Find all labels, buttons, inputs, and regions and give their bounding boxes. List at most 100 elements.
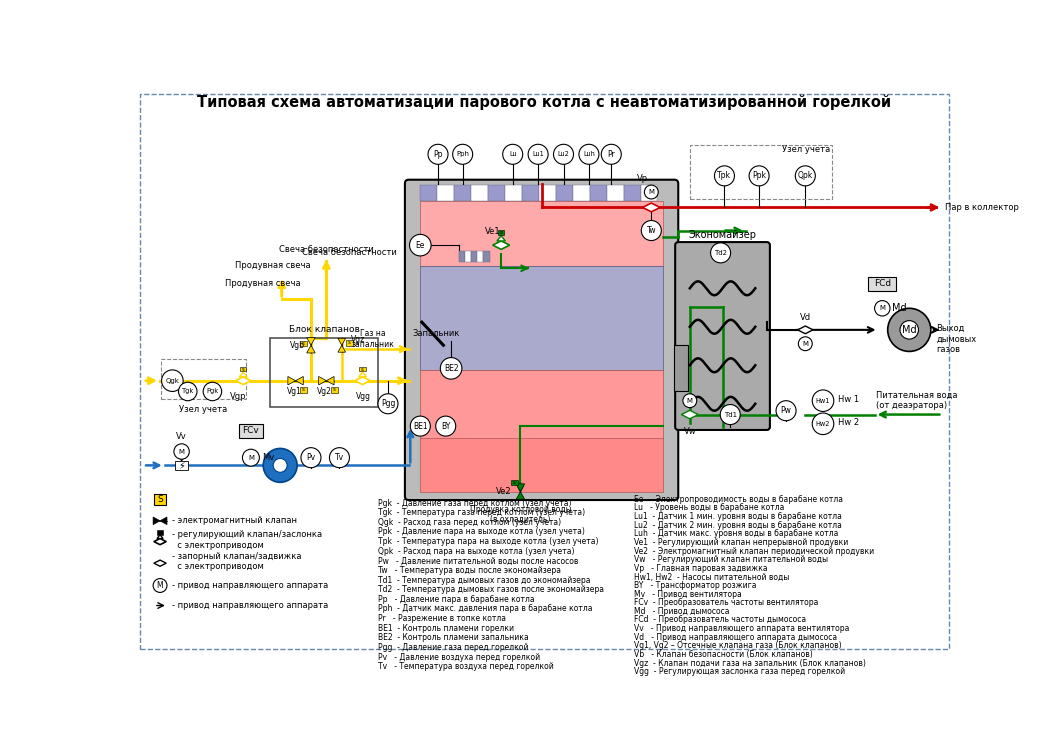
- Text: FCd: FCd: [874, 279, 891, 288]
- Bar: [240, 367, 246, 371]
- Circle shape: [528, 145, 548, 164]
- Text: - регулирующий клапан/заслонка
  с электроприводом: - регулирующий клапан/заслонка с электро…: [172, 531, 323, 550]
- Bar: [869, 277, 896, 291]
- Text: FCd  - Преобразователь частоты дымососа: FCd - Преобразователь частоты дымососа: [634, 616, 806, 625]
- Bar: [270, 338, 378, 407]
- Text: Пар в коллектор: Пар в коллектор: [945, 203, 1020, 212]
- Polygon shape: [160, 517, 167, 525]
- Circle shape: [812, 413, 834, 435]
- Bar: [359, 367, 365, 371]
- Bar: [640, 185, 657, 200]
- Circle shape: [174, 444, 189, 459]
- Bar: [421, 185, 438, 200]
- Text: Vv: Vv: [176, 432, 187, 440]
- Text: Vgg  - Регулирующая заслонка газа перед горелкой: Vgg - Регулирующая заслонка газа перед г…: [634, 667, 845, 676]
- Polygon shape: [682, 410, 699, 419]
- Text: BE2  - Контроль пламени запальника: BE2 - Контроль пламени запальника: [378, 633, 529, 642]
- Text: Qgk  - Расход газа перед котлом (узел учета): Qgk - Расход газа перед котлом (узел уче…: [378, 518, 561, 527]
- Text: Ee: Ee: [415, 241, 425, 250]
- Polygon shape: [288, 377, 295, 385]
- Text: Vgz: Vgz: [352, 335, 365, 344]
- Text: Pr   - Разрежение в топке котла: Pr - Разрежение в топке котла: [378, 614, 506, 623]
- Circle shape: [715, 166, 735, 186]
- Circle shape: [161, 370, 183, 391]
- Text: Ve1  - Регулирующий клапан непрерывной продувки: Ve1 - Регулирующий клапан непрерывной пр…: [634, 538, 849, 547]
- Text: Lu1  - Датчик 1 мин. уровня воды в барабане котла: Lu1 - Датчик 1 мин. уровня воды в бараба…: [634, 512, 842, 521]
- Text: Питательная вода
(от деаэратора): Питательная вода (от деаэратора): [876, 391, 958, 410]
- Text: Vg2: Vg2: [318, 387, 332, 396]
- Text: Продувная свеча: Продувная свеча: [235, 261, 310, 270]
- Polygon shape: [326, 377, 335, 385]
- Circle shape: [683, 393, 697, 407]
- Text: Pw   - Давление питательной воды после насосов: Pw - Давление питательной воды после нас…: [378, 556, 579, 565]
- Bar: [438, 185, 455, 200]
- Text: Lu1: Lu1: [532, 151, 544, 157]
- Polygon shape: [157, 535, 164, 539]
- Text: Tpk  - Температура пара на выходе котла (узел учета): Tpk - Температура пара на выходе котла (…: [378, 537, 599, 546]
- Text: Pr: Pr: [607, 150, 615, 159]
- Text: - привод направляющего аппарата: - привод направляющего аппарата: [172, 581, 328, 590]
- Circle shape: [749, 166, 769, 186]
- Polygon shape: [643, 203, 660, 211]
- Text: Vw: Vw: [684, 427, 696, 436]
- Bar: [421, 370, 663, 439]
- Polygon shape: [319, 377, 326, 385]
- Polygon shape: [307, 345, 315, 353]
- Circle shape: [875, 301, 890, 316]
- Bar: [459, 251, 465, 262]
- Text: Md   - Привод дымососа: Md - Привод дымососа: [634, 607, 730, 616]
- Text: Vd: Vd: [800, 313, 811, 322]
- Bar: [623, 185, 640, 200]
- Circle shape: [601, 145, 621, 164]
- Circle shape: [263, 448, 297, 482]
- Text: BE1  - Контроль пламени горелки: BE1 - Контроль пламени горелки: [378, 624, 514, 633]
- Text: M: M: [802, 341, 808, 346]
- Circle shape: [799, 337, 812, 351]
- Text: Lu2  - Датчик 2 мин. уровня воды в барабане котла: Lu2 - Датчик 2 мин. уровня воды в бараба…: [634, 520, 842, 530]
- Text: Vgp: Vgp: [230, 391, 246, 401]
- Bar: [154, 494, 167, 505]
- Text: s: s: [513, 480, 516, 485]
- Text: M: M: [247, 454, 254, 461]
- Text: Tpk: Tpk: [718, 171, 732, 181]
- Text: Hw1, Hw2  - Насосы питательной воды: Hw1, Hw2 - Насосы питательной воды: [634, 573, 790, 581]
- Circle shape: [273, 459, 287, 472]
- Text: Td1: Td1: [723, 412, 737, 418]
- Text: Узел учета: Узел учета: [179, 404, 227, 413]
- Circle shape: [900, 321, 919, 339]
- Polygon shape: [359, 372, 366, 377]
- Bar: [589, 185, 606, 200]
- Text: M: M: [879, 305, 886, 311]
- Text: Выход
дымовых
газов: Выход дымовых газов: [937, 324, 976, 354]
- Text: BE1: BE1: [413, 421, 428, 431]
- Circle shape: [795, 166, 816, 186]
- Polygon shape: [338, 338, 345, 345]
- Polygon shape: [153, 517, 160, 525]
- Circle shape: [641, 220, 662, 241]
- Text: Ve1: Ve1: [485, 227, 500, 236]
- Bar: [511, 479, 517, 485]
- Text: M: M: [178, 448, 185, 454]
- Circle shape: [710, 243, 731, 263]
- Text: Свеча безопастности: Свеча безопастности: [302, 248, 397, 258]
- Circle shape: [301, 448, 321, 468]
- Circle shape: [410, 416, 430, 436]
- Text: - электромагнитный клапан: - электромагнитный клапан: [172, 516, 297, 526]
- Text: Ee   - Электропроводимость воды в барабане котла: Ee - Электропроводимость воды в барабане…: [634, 495, 843, 504]
- Text: Ve2  - Электромагнитный клапан периодической продувки: Ve2 - Электромагнитный клапан периодичес…: [634, 547, 874, 556]
- FancyBboxPatch shape: [675, 242, 770, 430]
- Text: ⚡: ⚡: [178, 460, 185, 470]
- Text: Pgg  - Давление газа перед горелкой: Pgg - Давление газа перед горелкой: [378, 643, 529, 652]
- Text: Ppk: Ppk: [752, 171, 766, 181]
- Circle shape: [888, 308, 930, 352]
- Polygon shape: [493, 241, 510, 250]
- Text: Vp   - Главная паровая задвижка: Vp - Главная паровая задвижка: [634, 564, 768, 573]
- Polygon shape: [355, 377, 371, 385]
- Text: Hw 2: Hw 2: [838, 418, 859, 426]
- Bar: [606, 185, 623, 200]
- Polygon shape: [239, 372, 247, 377]
- Text: FCv  - Преобразователь частоты вентилятора: FCv - Преобразователь частоты вентилятор…: [634, 598, 819, 607]
- Text: Tgk: Tgk: [182, 388, 194, 394]
- Bar: [483, 251, 490, 262]
- Bar: [489, 185, 506, 200]
